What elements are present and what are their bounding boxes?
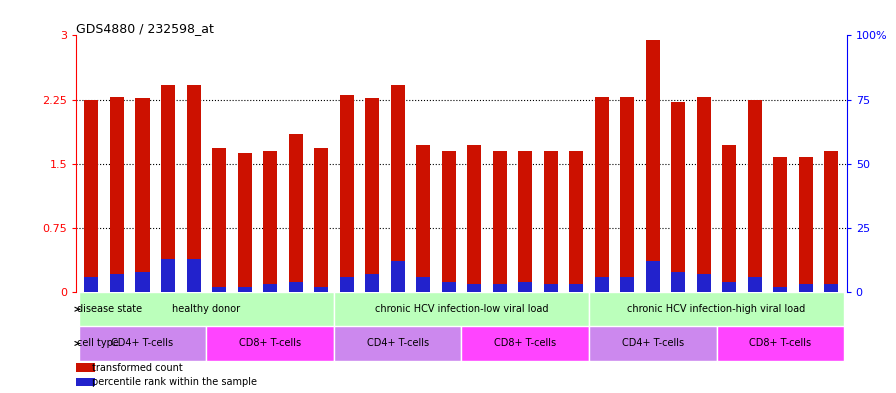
Bar	[620, 277, 634, 292]
Bar	[646, 261, 659, 292]
Bar	[186, 259, 201, 292]
Bar	[186, 85, 201, 292]
Bar	[824, 285, 839, 292]
Text: percentile rank within the sample: percentile rank within the sample	[91, 377, 256, 387]
Bar	[289, 134, 303, 292]
Bar	[212, 287, 226, 292]
Bar	[722, 145, 737, 292]
Bar	[79, 326, 206, 360]
Bar	[442, 151, 456, 292]
Bar	[135, 98, 150, 292]
Bar	[110, 274, 124, 292]
Bar	[518, 282, 532, 292]
Bar	[263, 285, 277, 292]
Bar	[416, 145, 430, 292]
Text: chronic HCV infection-low viral load: chronic HCV infection-low viral load	[375, 304, 548, 314]
Bar	[799, 157, 813, 292]
Bar	[206, 326, 334, 360]
Bar	[161, 85, 175, 292]
Bar	[717, 326, 844, 360]
Bar	[544, 285, 557, 292]
Bar	[442, 282, 456, 292]
Bar	[595, 97, 608, 292]
Bar	[334, 326, 461, 360]
Bar	[334, 292, 589, 326]
Bar	[569, 285, 583, 292]
Text: GDS4880 / 232598_at: GDS4880 / 232598_at	[76, 22, 214, 35]
Bar	[314, 148, 328, 292]
Bar	[748, 99, 762, 292]
Bar	[212, 148, 226, 292]
Bar	[671, 102, 685, 292]
Bar	[416, 277, 430, 292]
Bar	[161, 259, 175, 292]
Bar	[366, 98, 379, 292]
Bar	[518, 151, 532, 292]
Bar	[646, 40, 659, 292]
Bar	[671, 272, 685, 292]
Bar	[824, 151, 839, 292]
Bar	[135, 272, 150, 292]
Bar	[589, 326, 717, 360]
Bar	[391, 85, 405, 292]
Bar	[697, 274, 711, 292]
Bar	[493, 151, 507, 292]
Bar	[467, 285, 481, 292]
Bar	[595, 277, 608, 292]
Bar	[84, 99, 99, 292]
Bar	[722, 282, 737, 292]
Bar	[263, 151, 277, 292]
Bar	[697, 97, 711, 292]
Text: cell type: cell type	[77, 338, 118, 349]
Text: transformed count: transformed count	[91, 363, 182, 373]
Bar	[237, 153, 252, 292]
Text: CD8+ T-cells: CD8+ T-cells	[749, 338, 812, 349]
Bar	[76, 364, 95, 372]
Text: disease state: disease state	[77, 304, 142, 314]
Bar	[620, 97, 634, 292]
Text: CD8+ T-cells: CD8+ T-cells	[239, 338, 301, 349]
Bar	[569, 151, 583, 292]
Bar	[110, 97, 124, 292]
Text: chronic HCV infection-high viral load: chronic HCV infection-high viral load	[627, 304, 806, 314]
Bar	[340, 95, 354, 292]
Bar	[237, 287, 252, 292]
Bar	[76, 378, 95, 386]
Bar	[748, 277, 762, 292]
Bar	[544, 151, 557, 292]
Bar	[773, 287, 788, 292]
Bar	[314, 287, 328, 292]
Text: CD4+ T-cells: CD4+ T-cells	[111, 338, 174, 349]
Bar	[467, 145, 481, 292]
Bar	[773, 157, 788, 292]
Bar	[79, 292, 334, 326]
Bar	[799, 285, 813, 292]
Bar	[391, 261, 405, 292]
Bar	[289, 282, 303, 292]
Bar	[366, 274, 379, 292]
Bar	[461, 326, 589, 360]
Bar	[340, 277, 354, 292]
Bar	[589, 292, 844, 326]
Bar	[493, 285, 507, 292]
Text: CD4+ T-cells: CD4+ T-cells	[622, 338, 684, 349]
Text: healthy donor: healthy donor	[172, 304, 240, 314]
Bar	[84, 277, 99, 292]
Text: CD4+ T-cells: CD4+ T-cells	[366, 338, 428, 349]
Text: CD8+ T-cells: CD8+ T-cells	[495, 338, 556, 349]
